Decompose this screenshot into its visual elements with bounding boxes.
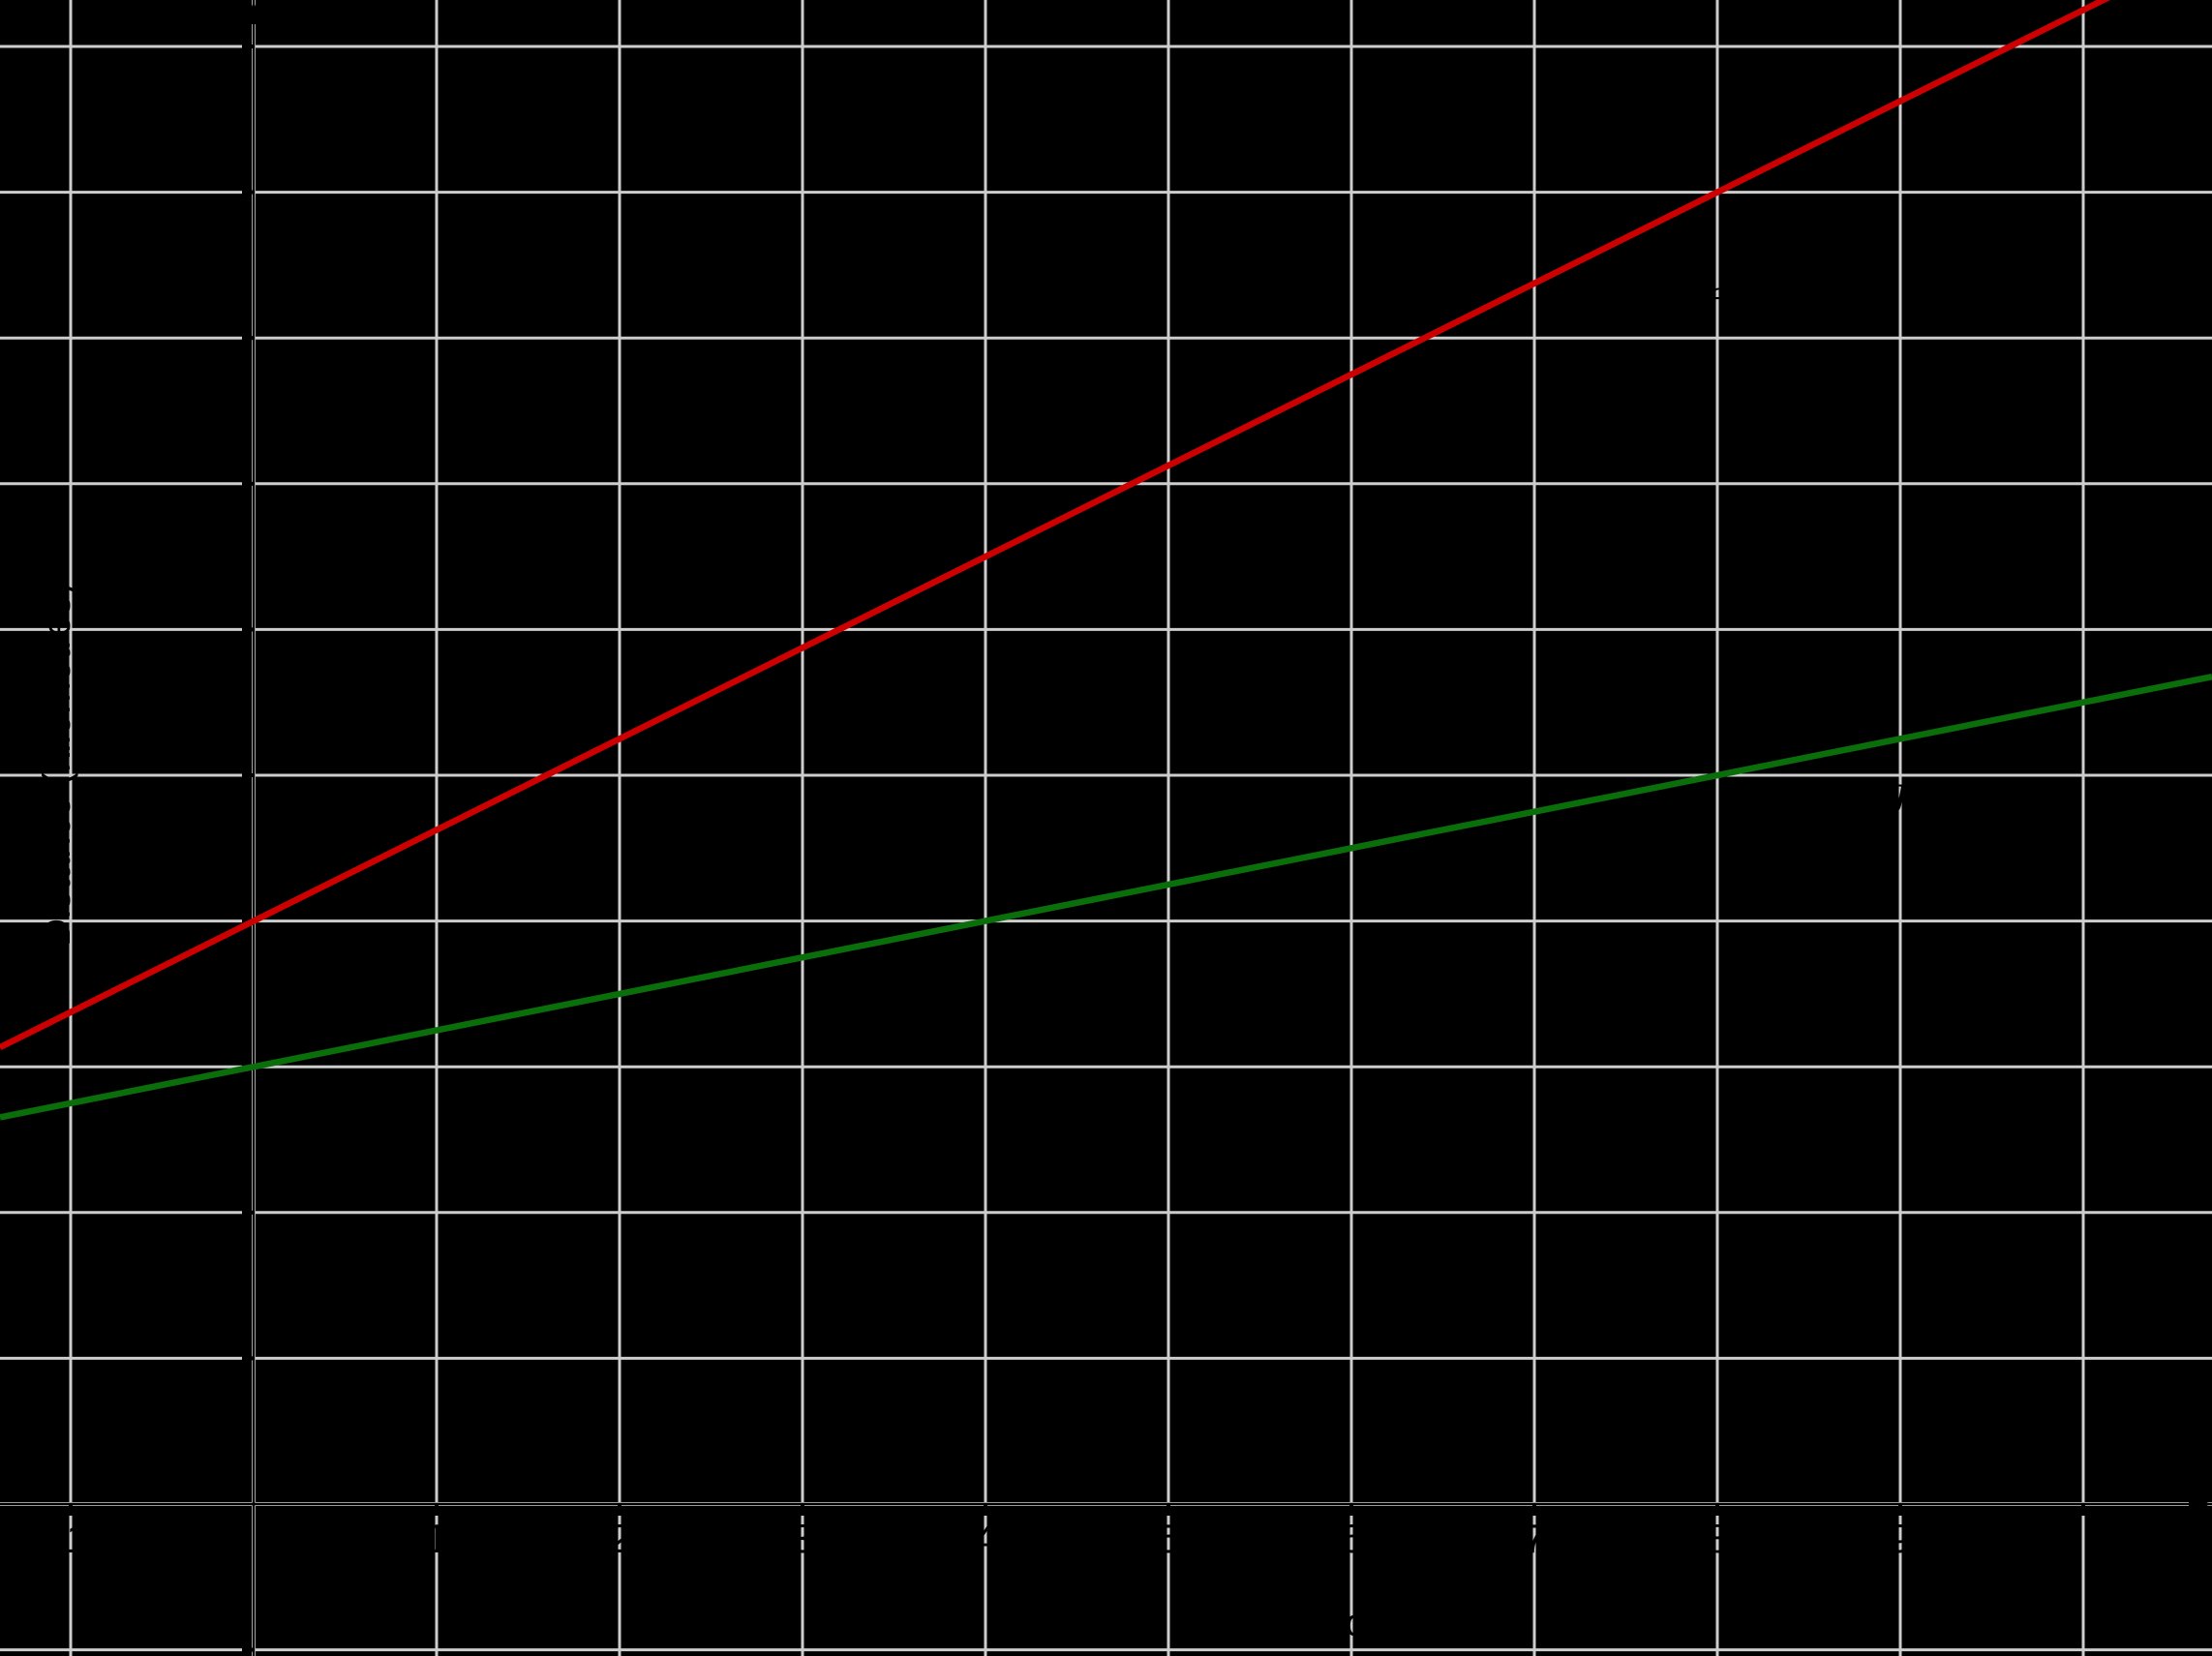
line-g-label[interactable]: g bbox=[1882, 770, 1907, 815]
line-g[interactable] bbox=[0, 674, 2212, 1121]
x-axis-title: Time (hours) bbox=[1215, 1602, 1433, 1644]
y-axis-number: 8 bbox=[218, 338, 240, 383]
x-axis-number: 5 bbox=[1157, 1516, 1179, 1561]
y-axis-number: 6 bbox=[218, 629, 240, 675]
x-axis-number: 1 bbox=[425, 1516, 447, 1561]
y-axis-number: 1 bbox=[218, 1358, 240, 1403]
line-f[interactable] bbox=[0, 0, 2212, 1050]
x-axis-number: 2 bbox=[608, 1516, 630, 1561]
y-axis-number: 5 bbox=[218, 775, 240, 821]
y-axis-arrowhead bbox=[244, 2, 263, 24]
x-axis-number: 9 bbox=[1889, 1516, 1911, 1561]
x-axis-number: 8 bbox=[1706, 1516, 1728, 1561]
y-axis-number: 3 bbox=[218, 1067, 240, 1112]
y-axis-number: 7 bbox=[218, 484, 240, 529]
x-axis-number: 6 bbox=[1340, 1516, 1362, 1561]
y-axis-number: 2 bbox=[218, 1213, 240, 1258]
x-axis-number: 10 bbox=[2061, 1516, 2106, 1561]
y-axis-title: Distance (kilometres) bbox=[36, 583, 78, 947]
x-axis-number: 3 bbox=[791, 1516, 813, 1561]
x-axis-number: 7 bbox=[1523, 1516, 1545, 1561]
x-axis-number: 4 bbox=[974, 1516, 996, 1561]
y-axis-number: 10 bbox=[195, 46, 240, 92]
x-axis-arrowhead bbox=[2189, 1494, 2211, 1514]
x-axis-number: -1 bbox=[52, 1516, 88, 1561]
y-axis-number: 9 bbox=[218, 193, 240, 238]
